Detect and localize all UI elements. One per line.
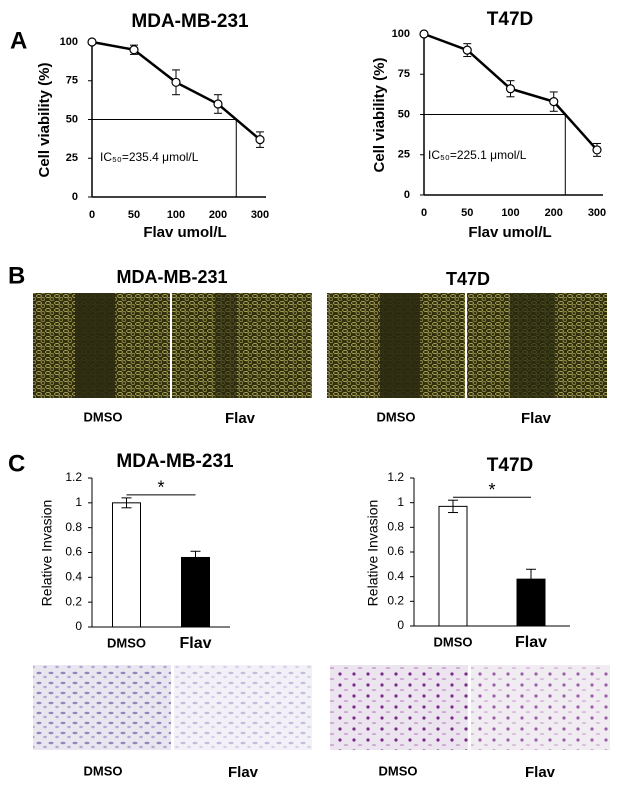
image-title: T47D [446, 269, 490, 289]
y-tick-label: 0 [72, 191, 78, 203]
data-point [213, 99, 223, 109]
image-caption: Flav [225, 410, 256, 427]
y-axis-label: Relative Invasion [39, 500, 55, 607]
x-tick-label: 200 [545, 207, 563, 219]
data-point [255, 135, 265, 145]
y-tick-label: 0.8 [387, 520, 404, 534]
x-axis-label: Flav umol/L [143, 224, 226, 241]
x-tick-label: Flav [179, 635, 211, 652]
significance-mark: * [157, 478, 164, 498]
image-caption: DMSO [379, 763, 418, 778]
invasion-images [33, 665, 610, 750]
wound-images [33, 293, 607, 398]
y-tick-label: 0.2 [387, 594, 404, 608]
x-tick-label: 0 [89, 209, 95, 221]
y-axis-label: Cell viability (%) [371, 57, 388, 172]
y-tick-label: 0.2 [65, 594, 82, 608]
y-tick-label: 100 [60, 36, 78, 48]
data-point [129, 45, 139, 55]
panel-label: C [8, 450, 25, 477]
data-point [171, 77, 181, 87]
bar [181, 556, 210, 628]
image-caption: DMSO [84, 763, 123, 778]
y-tick-label: 0.4 [387, 569, 404, 583]
significance-mark: * [488, 480, 495, 500]
wound-gap [510, 293, 555, 398]
panel-label: A [10, 27, 27, 54]
chart-title: T47D [487, 455, 533, 476]
annotation: IC₅₀=225.1 μmol/L [428, 148, 527, 162]
x-axis-label: Flav umol/L [468, 224, 551, 241]
x-tick-label: 100 [167, 209, 185, 221]
image-title: MDA-MB-231 [116, 267, 227, 287]
x-tick-label: 50 [461, 207, 473, 219]
image-caption: Flav [521, 410, 552, 427]
data-point [549, 97, 559, 107]
wound-gap [75, 293, 115, 398]
data-point [87, 37, 97, 47]
y-tick-label: 0.6 [65, 545, 82, 559]
x-tick-label: 100 [501, 207, 519, 219]
y-tick-label: 0 [397, 618, 404, 632]
x-tick-label: DMSO [434, 634, 473, 649]
image-caption: Flav [228, 764, 259, 781]
data-point [419, 29, 429, 39]
image-flav [172, 293, 312, 398]
y-tick-label: 75 [66, 75, 78, 87]
x-tick-label: 300 [251, 209, 269, 221]
chart-title: MDA-MB-231 [131, 11, 249, 32]
x-tick-label: 300 [588, 207, 606, 219]
y-tick-label: 1 [397, 495, 404, 509]
y-tick-label: 50 [398, 108, 410, 120]
y-tick-label: 0.6 [387, 544, 404, 558]
y-tick-label: 75 [398, 68, 410, 80]
bar [438, 505, 468, 627]
image-caption: DMSO [377, 409, 416, 424]
image-flav [174, 665, 312, 750]
y-tick-label: 1.2 [65, 470, 82, 484]
x-tick-label: Flav [515, 634, 547, 651]
y-axis-label: Relative Invasion [365, 500, 381, 607]
image-caption: DMSO [84, 409, 123, 424]
y-tick-label: 0 [75, 619, 82, 633]
x-tick-label: 0 [421, 207, 427, 219]
wound-gap [215, 293, 237, 398]
data-point [462, 45, 472, 55]
y-tick-label: 0.4 [65, 570, 82, 584]
annotation: IC₅₀=235.4 μmol/L [100, 150, 199, 164]
y-tick-label: 0.8 [65, 520, 82, 534]
x-tick-label: 50 [128, 209, 140, 221]
x-tick-label: DMSO [107, 635, 146, 650]
data-point [592, 145, 602, 155]
bar [112, 502, 141, 628]
chart-title: MDA-MB-231 [116, 451, 234, 472]
wound-gap [380, 293, 420, 398]
y-tick-label: 25 [398, 149, 410, 161]
y-tick-label: 1 [75, 495, 82, 509]
y-tick-label: 25 [66, 152, 78, 164]
image-flav [471, 665, 610, 750]
y-tick-label: 1.2 [387, 470, 404, 484]
x-tick-label: 200 [209, 209, 227, 221]
y-axis-label: Cell viability (%) [36, 62, 53, 177]
image-dmso [330, 665, 468, 750]
image-dmso [33, 665, 171, 750]
data-point [505, 84, 516, 94]
chart-title: T47D [487, 9, 533, 30]
y-tick-label: 0 [404, 189, 410, 201]
y-tick-label: 50 [66, 113, 78, 125]
y-tick-label: 100 [392, 28, 410, 40]
panel-label: B [8, 262, 25, 289]
image-caption: Flav [525, 764, 556, 781]
